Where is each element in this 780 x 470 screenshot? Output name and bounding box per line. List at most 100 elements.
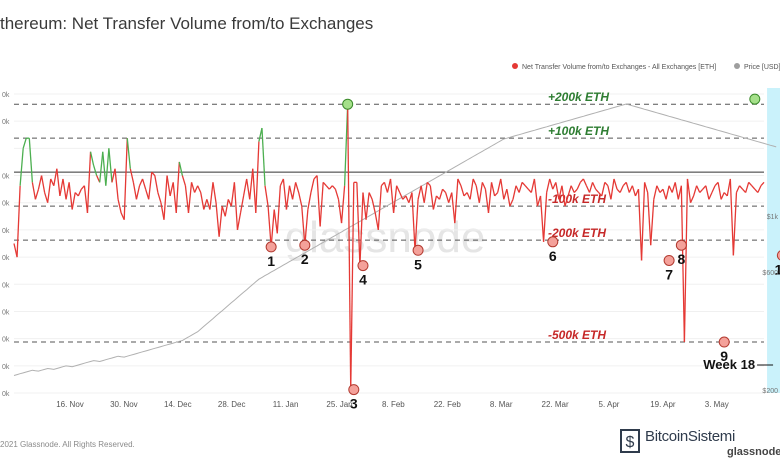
netflow-segment [656,185,661,193]
netflow-segment [291,182,297,200]
netflow-segment [451,192,456,224]
netflow-segment [518,182,523,193]
netflow-segment [570,185,575,193]
netflow-segment [503,188,508,200]
netflow-segment [365,192,370,220]
netflow-segment [132,182,138,200]
netflow-segment [435,195,440,200]
netflow-segment [74,192,79,197]
marker-point [675,239,687,251]
netflow-segment [114,168,119,200]
netflow-segment [89,151,95,166]
netflow-segment [380,181,385,187]
netflow-segment [494,192,499,197]
netflow-segment [59,178,64,197]
marker-label: 4 [359,272,367,288]
netflow-segment [631,185,637,197]
netflow-segment [445,192,450,203]
netflow-segment [595,188,600,193]
netflow-segment [43,192,49,203]
netflow-segment [448,192,453,203]
watermark: glassnode [285,213,486,262]
netflow-segment [151,171,156,176]
netflow-segment [622,181,627,187]
marker-label: 9 [720,348,728,364]
netflow-segment [83,185,89,213]
netflow-segment [68,182,73,210]
netflow-segment [246,178,251,200]
y-tick-label: 0k [2,201,10,208]
netflow-segment [331,185,336,190]
reference-label: -500k ETH [548,328,606,342]
netflow-segment [576,182,581,190]
legend-label: Net Transfer Volume from/to Exchanges - … [522,64,716,71]
netflow-segment [512,185,517,200]
netflow-segment [735,185,741,193]
netflow-segment [506,189,511,207]
netflow-segment [295,182,300,193]
netflow-segment [610,178,615,200]
netflow-segment [377,185,382,230]
netflow-segment [221,205,226,217]
marker-point [342,98,354,110]
netflow-segment [585,185,591,193]
netflow-segment [420,185,425,203]
netflow-segment [194,185,199,193]
netflow-segment [270,209,275,247]
netflow-segment [640,182,646,261]
netflow-segment [546,178,551,193]
y-tick-label: 0k [2,391,10,398]
netflow-segment [184,185,190,213]
netflow-segment [662,188,667,200]
netflow-segment [637,189,643,261]
netflow-segment [316,175,321,227]
netflow-segment [261,127,266,186]
netflow-segment [460,185,465,197]
marker-point [412,244,424,256]
netflow-segment [166,175,171,197]
x-tick-label: 19. Apr [650,400,676,409]
netflow-segment [212,182,217,203]
netflow-segment [108,148,113,183]
netflow-segment [172,182,177,213]
netflow-segment [310,178,315,193]
netflow-segment [160,202,165,220]
netflow-segment [760,181,765,187]
netflow-segment [711,185,716,193]
netflow-segment [148,172,153,200]
netflow-segment [668,185,673,193]
x-tick-label: 30. Nov [110,400,138,409]
netflow-segment [340,185,346,224]
y-tick-label: 0k [2,364,10,371]
netflow-segment [463,192,468,197]
reference-label: +100k ETH [548,124,609,138]
y-tick-label: 0k [2,174,10,181]
netflow-segment [665,185,670,200]
netflow-segment [47,178,52,203]
marker-label: 1 [267,253,275,269]
netflow-segment [71,192,76,210]
netflow-segment [230,182,236,207]
netflow-segment [169,182,174,197]
netflow-segment [745,182,750,193]
y-tick-label: 0k [2,337,10,344]
netflow-segment [619,185,624,193]
netflow-segment [359,192,364,266]
x-tick-label: 11. Jan [273,400,299,409]
netflow-segment [754,188,759,193]
netflow-segment [22,137,27,149]
netflow-segment [239,195,245,214]
netflow-segment [392,185,398,213]
netflow-segment [224,199,229,217]
netflow-segment [203,199,208,210]
marker-label: 3 [350,396,358,412]
reference-label: -100k ETH [548,192,606,206]
netflow-segment [181,175,187,186]
netflow-segment [383,182,389,193]
netflow-segment [242,178,248,197]
netflow-segment [322,181,327,187]
x-tick-label: 22. Feb [434,400,462,409]
netflow-segment [371,199,376,214]
netflow-segment [561,185,566,207]
netflow-segment [720,192,725,200]
